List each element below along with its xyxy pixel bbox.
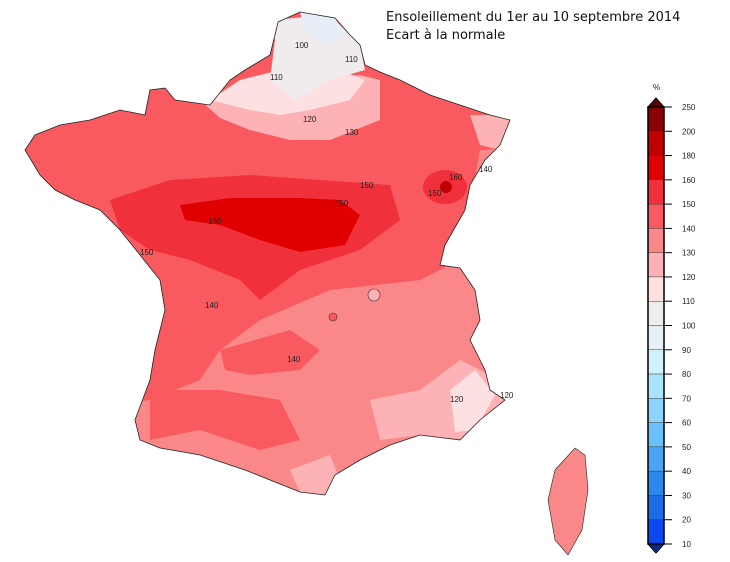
legend-tick-label: 30 (682, 491, 691, 500)
legend-tick-label: 40 (682, 467, 691, 476)
contour-label: 150 (428, 189, 442, 198)
map-title: Ensoleillement du 1er au 10 septembre 20… (386, 10, 681, 25)
contour-label: 160 (208, 217, 222, 226)
legend-tick-label: 180 (682, 152, 696, 161)
contour-label: 150 (335, 199, 349, 208)
contour-label: 150 (360, 181, 374, 190)
zone-120-130-south (290, 455, 340, 495)
contour-label: 140 (479, 165, 493, 174)
legend-swatch (647, 155, 665, 181)
legend-tick-label: 110 (682, 297, 695, 306)
legend-swatch (647, 276, 665, 302)
legend-tick-label: 100 (682, 322, 696, 331)
legend-swatch (647, 179, 665, 205)
legend-tick-label: 70 (682, 394, 691, 403)
legend-tick-label: 90 (682, 346, 691, 355)
legend-swatch (647, 203, 665, 229)
legend-tick-label: 150 (682, 200, 696, 209)
zone-140-150-center (220, 330, 320, 375)
legend-swatch (647, 252, 665, 278)
legend-swatch (647, 470, 665, 496)
legend-swatch (647, 373, 665, 399)
contour-label: 110 (345, 55, 358, 64)
legend-swatch (647, 495, 665, 520)
legend-unit: % (653, 83, 660, 92)
contour-label: 160 (449, 173, 463, 182)
france-map (25, 12, 510, 495)
contour-labels: 100 110 110 120 130 140 150 160 160 150 150 150 140 1… (140, 41, 514, 404)
legend-swatch (647, 398, 665, 423)
legend-swatch (647, 228, 665, 253)
color-legend: 250 200 180 160 150 140 130 120 110 100 90 80 70 60 50… (646, 83, 696, 554)
legend-tick-label: 200 (682, 127, 696, 136)
zone-180-200 (440, 181, 452, 193)
legend-tick-label: 20 (682, 516, 691, 525)
contour-label: 110 (270, 73, 283, 82)
legend-tick-label: 120 (682, 273, 696, 282)
zone-120-130-ne (470, 115, 510, 150)
legend-swatch (647, 349, 665, 375)
zone-140-150-spot (328, 312, 338, 322)
zone-120-130-spot (367, 288, 381, 302)
legend-over-arrow (646, 97, 666, 108)
zone-90-100 (300, 12, 345, 45)
legend-swatch (647, 106, 665, 132)
zone-160-180 (180, 198, 360, 252)
zone-110-120-se (450, 370, 495, 432)
map-subtitle: Ecart à la normale (386, 28, 506, 43)
legend-swatch (647, 446, 665, 472)
contour-label: 150 (140, 248, 154, 257)
contour-label: 120 (500, 391, 514, 400)
legend-tick-label: 80 (682, 370, 691, 379)
legend-tick-label: 60 (682, 419, 691, 428)
legend-tick-label: 160 (682, 176, 696, 185)
contour-label: 130 (345, 128, 359, 137)
legend-swatch (647, 325, 665, 350)
contour-label: 100 (295, 41, 309, 50)
zone-140-150-sw (150, 390, 300, 450)
contour-label: 120 (450, 395, 464, 404)
legend-swatch (647, 422, 665, 448)
legend-tick-label: 140 (682, 224, 696, 233)
corsica (547, 447, 589, 556)
contour-label: 140 (287, 355, 301, 364)
legend-under-arrow (646, 543, 666, 554)
contour-label: 140 (205, 301, 219, 310)
legend-swatch (647, 519, 665, 545)
legend-swatch (647, 301, 665, 326)
legend-tick-label: 10 (682, 540, 691, 549)
contour-label: 120 (303, 115, 317, 124)
legend-tick-label: 130 (682, 249, 696, 258)
legend-swatch (647, 131, 665, 156)
legend-tick-label: 50 (682, 443, 691, 452)
legend-tick-label: 250 (682, 103, 696, 112)
